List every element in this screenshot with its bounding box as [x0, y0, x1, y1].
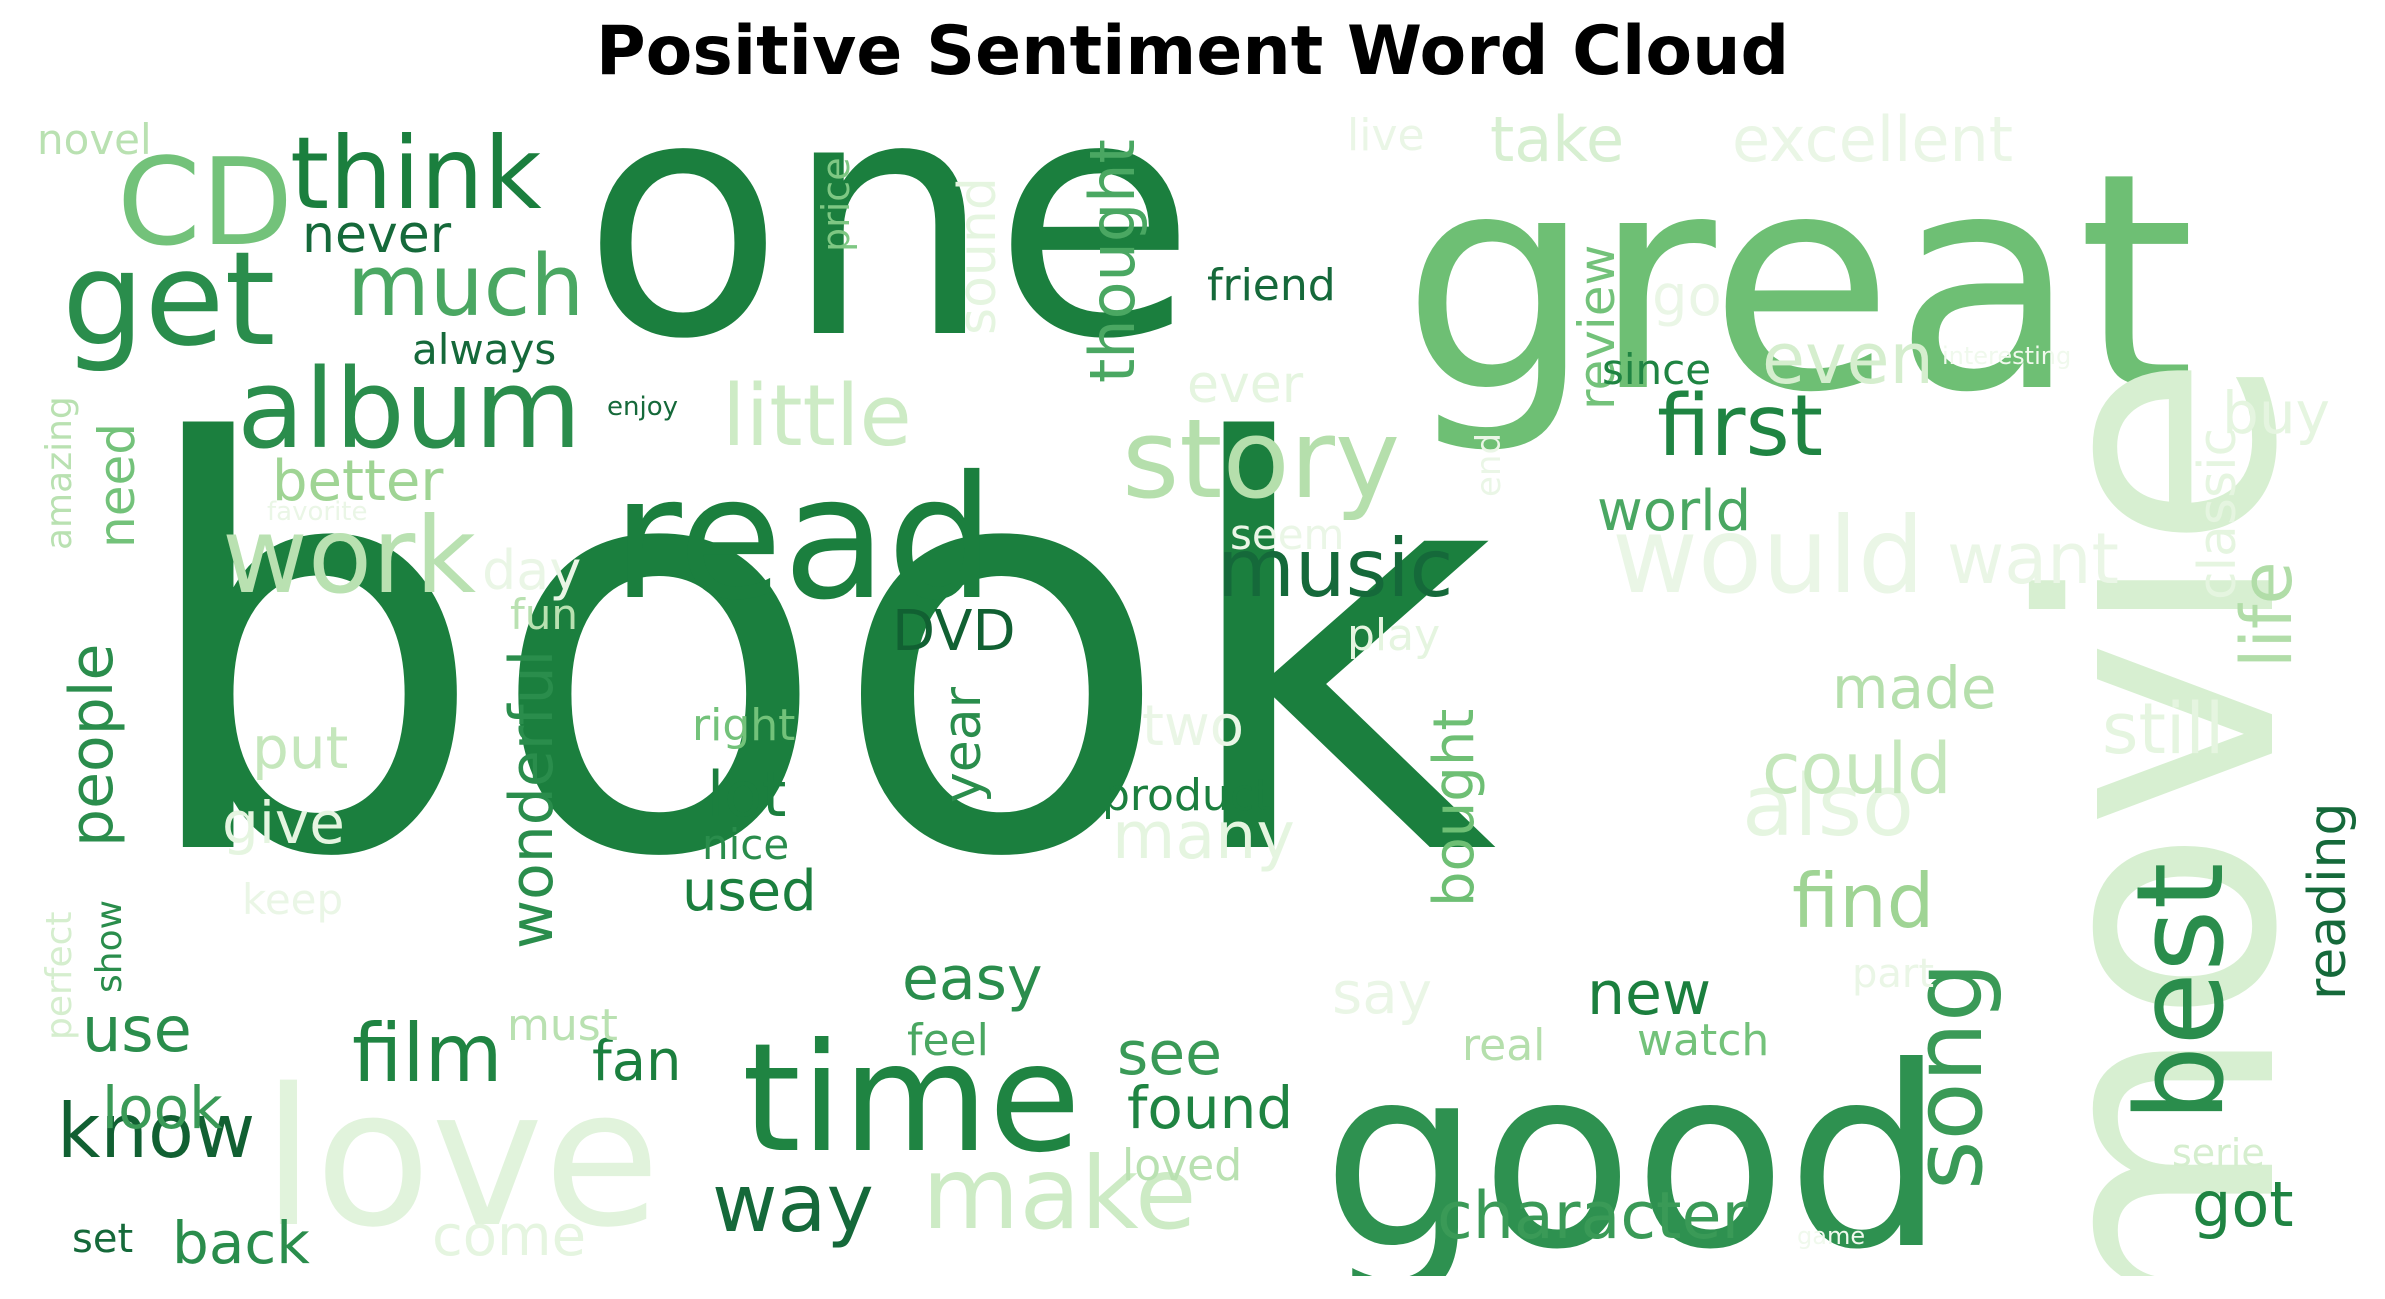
word-show: show — [89, 900, 130, 994]
word-see: see — [1117, 1019, 1223, 1089]
word-game: game — [1797, 1222, 1866, 1250]
word-real: real — [1462, 1020, 1546, 1071]
word-much: much — [347, 237, 585, 336]
word-two: two — [1142, 694, 1245, 759]
word-new: new — [1587, 959, 1712, 1029]
word-go: go — [1652, 264, 1722, 329]
word-great: great — [1402, 109, 2196, 458]
word-want: want — [1947, 518, 2119, 600]
word-wonderful: wonderful — [497, 649, 567, 949]
word-reading: reading — [2298, 802, 2358, 1000]
word-since: since — [1602, 345, 1712, 394]
word-read: read — [612, 440, 995, 638]
word-amazing: amazing — [39, 396, 80, 551]
word-make: make — [922, 1135, 1197, 1252]
word-product: product — [1102, 770, 1272, 821]
word-also: also — [1742, 757, 1914, 856]
word-way: way — [712, 1157, 874, 1250]
word-favorite: favorite — [267, 497, 368, 527]
word-time: time — [742, 1012, 1081, 1186]
word-never: never — [302, 205, 452, 265]
word-book: book — [132, 328, 1497, 980]
word-back: back — [172, 1209, 310, 1276]
word-little: little — [722, 367, 912, 466]
word-fan: fan — [592, 1029, 682, 1094]
word-need: need — [88, 423, 146, 548]
word-world: world — [1597, 479, 1752, 544]
word-sound: sound — [948, 177, 1008, 336]
word-used: used — [682, 859, 817, 924]
word-classic: classic — [2188, 427, 2248, 600]
word-interesting: interesting — [1942, 342, 2072, 370]
word-novel: novel — [37, 115, 152, 164]
word-better: better — [272, 449, 444, 514]
word-end: end — [1469, 433, 1509, 498]
word-love: love — [262, 1048, 661, 1269]
word-live: live — [1347, 110, 1425, 161]
word-many: many — [1112, 799, 1295, 874]
word-excellent: excellent — [1732, 104, 2014, 176]
word-story: story — [1122, 395, 1401, 523]
word-set: set — [72, 1216, 134, 1262]
word-cd: CD — [117, 134, 294, 273]
word-cloud: book one great movie good love time read get CD th… — [22, 104, 2360, 1276]
word-serie: serie — [2172, 1131, 2265, 1175]
word-could: could — [1762, 728, 1952, 810]
word-get: get — [62, 223, 276, 375]
word-think: think — [290, 115, 542, 232]
word-day: day — [482, 539, 582, 602]
word-buy: buy — [2222, 379, 2330, 447]
chart-title: Positive Sentiment Word Cloud — [595, 12, 1790, 91]
word-easy: easy — [902, 944, 1043, 1014]
word-part: part — [1852, 951, 1935, 997]
word-still: still — [2102, 688, 2225, 770]
word-work: work — [222, 495, 477, 617]
word-character: character — [1437, 1179, 1749, 1254]
word-nice: nice — [702, 820, 790, 869]
word-movie: movie — [1976, 353, 2348, 1276]
word-found: found — [1127, 1074, 1294, 1142]
word-always: always — [412, 325, 557, 374]
word-first: first — [1657, 377, 1824, 476]
word-use: use — [82, 993, 192, 1066]
word-enjoy: enjoy — [607, 392, 678, 422]
word-seem: seem — [1230, 510, 1345, 559]
word-friend: friend — [1207, 260, 1336, 311]
word-best: best — [2112, 862, 2251, 1122]
word-fun: fun — [510, 590, 579, 639]
word-must: must — [507, 1000, 618, 1051]
word-got: got — [2192, 1168, 2294, 1241]
word-good: good — [1322, 1013, 1946, 1277]
word-feel: feel — [907, 1015, 989, 1066]
word-price: price — [814, 157, 858, 252]
word-give: give — [222, 789, 345, 857]
word-year: year — [933, 686, 993, 803]
word-say: say — [1332, 959, 1433, 1027]
word-album: album — [237, 345, 582, 473]
word-film: film — [352, 1007, 503, 1100]
word-put: put — [252, 714, 349, 782]
word-dvd: DVD — [892, 599, 1016, 664]
word-would: would — [1612, 495, 1925, 617]
word-even: even — [1762, 318, 1934, 400]
word-take: take — [1490, 104, 1625, 176]
word-loved: loved — [1122, 1140, 1243, 1191]
word-ever: ever — [1187, 355, 1304, 415]
word-perfect: perfect — [39, 911, 80, 1041]
word-find: find — [1792, 857, 1935, 945]
word-one: one — [582, 104, 1197, 411]
word-thought: thought — [1076, 139, 1149, 384]
word-know: know — [57, 1087, 256, 1175]
word-right: right — [692, 700, 796, 751]
word-people: people — [57, 643, 127, 848]
word-look: look — [102, 1074, 223, 1142]
word-made: made — [1832, 654, 1997, 722]
word-bought: bought — [1422, 709, 1487, 908]
word-lot: lot — [707, 758, 787, 831]
word-music: music — [1217, 522, 1454, 615]
word-come: come — [432, 1204, 587, 1269]
word-play: play — [1347, 610, 1441, 661]
word-watch: watch — [1637, 1015, 1770, 1066]
word-keep: keep — [242, 875, 344, 924]
